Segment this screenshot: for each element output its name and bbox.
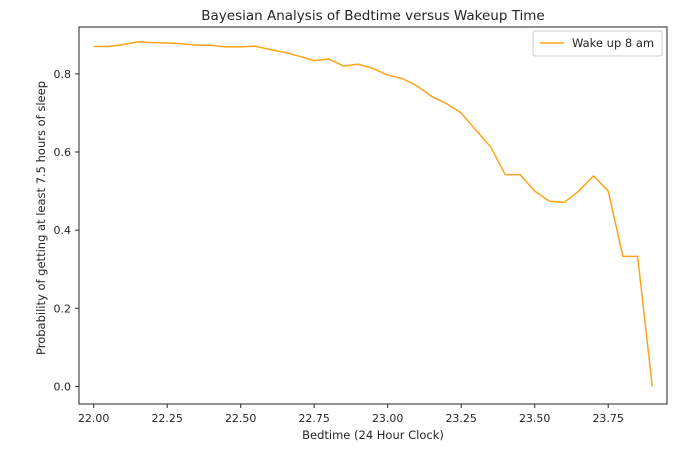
- y-tick-label: 0.4: [54, 224, 72, 237]
- x-axis: 22.00 22.25 22.50 22.75 23.00 23.25 23.50 23.75: [78, 404, 624, 425]
- y-axis-title: Probability of getting at least 7.5 hour…: [34, 81, 48, 355]
- x-axis-title: Bedtime (24 Hour Clock): [302, 428, 444, 442]
- legend-label: Wake up 8 am: [572, 36, 654, 50]
- y-tick-label: 0.6: [54, 146, 72, 159]
- x-tick-label: 22.25: [151, 412, 183, 425]
- y-axis: 0.0 0.2 0.4 0.6 0.8: [54, 68, 79, 393]
- x-tick-label: 23.50: [519, 412, 551, 425]
- y-tick-label: 0.8: [54, 68, 72, 81]
- legend: Wake up 8 am: [532, 30, 663, 57]
- series-line: [93, 41, 654, 387]
- x-tick-label: 23.25: [445, 412, 477, 425]
- plot-frame: [78, 26, 668, 405]
- x-tick-label: 22.00: [78, 412, 110, 425]
- x-tick-label: 23.75: [592, 412, 624, 425]
- x-tick-label: 22.75: [298, 412, 330, 425]
- legend-box: [532, 30, 663, 57]
- y-tick-label: 0.0: [54, 380, 72, 393]
- plot-area: [78, 26, 668, 405]
- x-tick-label: 22.50: [225, 412, 257, 425]
- x-tick-label: 23.00: [372, 412, 404, 425]
- y-tick-label: 0.2: [54, 302, 72, 315]
- series-layer: [93, 41, 654, 387]
- chart-title: Bayesian Analysis of Bedtime versus Wake…: [201, 8, 545, 24]
